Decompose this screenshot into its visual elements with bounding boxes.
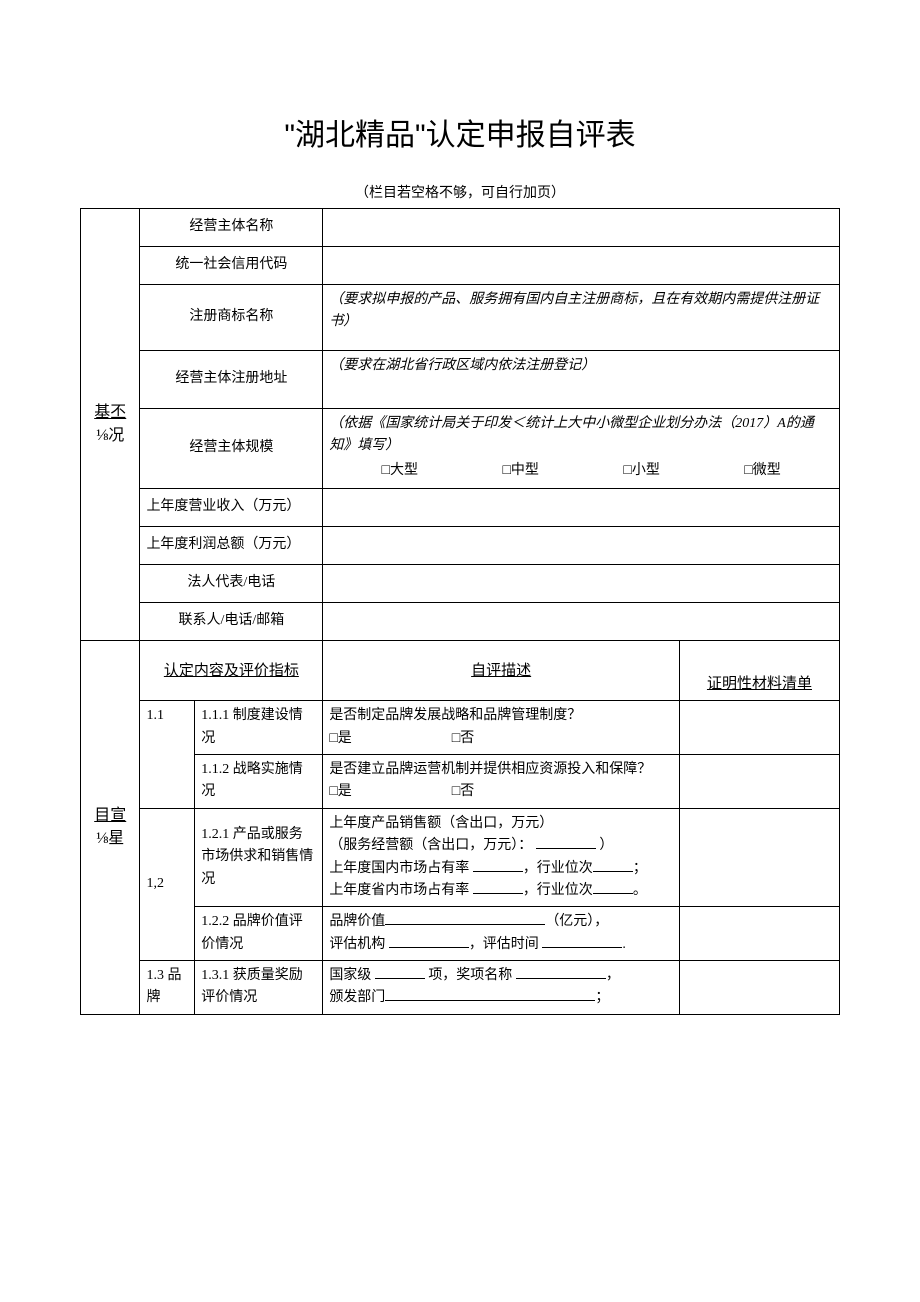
header-self-eval: 自评描述	[323, 641, 680, 701]
form-table: 基丕 ⅛况 经营主体名称 统一社会信用代码 注册商标名称 （要求拟申报的产品、服…	[80, 208, 840, 1015]
item-1-2-2: 1.2.2 品牌价值评价情况	[195, 907, 323, 961]
field-scale: （依据《国家统计局关于印发＜统计上大中小微型企业划分办法（2017）A的通知》填…	[323, 409, 840, 489]
label-address: 经营主体注册地址	[140, 351, 323, 409]
group-1-1: 1.1	[140, 701, 195, 809]
yes-1-1-1[interactable]: □是	[329, 728, 351, 750]
field-contact[interactable]	[323, 603, 840, 641]
evidence-1-1-1[interactable]	[679, 701, 839, 755]
hint-trademark: （要求拟申报的产品、服务拥有国内自主注册商标，且在有效期内需提供注册证书）	[323, 285, 840, 351]
label-contact: 联系人/电话/邮箱	[140, 603, 323, 641]
field-entity-name[interactable]	[323, 209, 840, 247]
field-revenue[interactable]	[323, 489, 840, 527]
evidence-1-3-1[interactable]	[679, 961, 839, 1015]
item-1-1-1: 1.1.1 制度建设情况	[195, 701, 323, 755]
label-credit-code: 统一社会信用代码	[140, 247, 323, 285]
group-1-3: 1.3 品牌	[140, 961, 195, 1015]
label-entity-name: 经营主体名称	[140, 209, 323, 247]
header-criteria: 认定内容及评价指标	[140, 641, 323, 701]
desc-1-3-1: 国家级 项，奖项名称 ， 颁发部门；	[323, 961, 680, 1015]
label-scale: 经营主体规模	[140, 409, 323, 489]
label-revenue: 上年度营业收入（万元）	[140, 489, 323, 527]
scale-opt-medium[interactable]: □中型	[502, 460, 538, 482]
hint-scale: （依据《国家统计局关于印发＜统计上大中小微型企业划分办法（2017）A的通知》填…	[329, 413, 833, 458]
item-1-1-2: 1.1.2 战略实施情况	[195, 754, 323, 808]
scale-opt-micro[interactable]: □微型	[744, 460, 780, 482]
field-credit-code[interactable]	[323, 247, 840, 285]
evidence-1-2-1[interactable]	[679, 808, 839, 907]
page-title: "湖北精品"认定申报自评表	[80, 110, 840, 154]
desc-1-1-1: 是否制定品牌发展战略和品牌管理制度？ □是 □否	[323, 701, 680, 755]
desc-1-1-2: 是否建立品牌运营机制并提供相应资源投入和保障？ □是 □否	[323, 754, 680, 808]
hint-address: （要求在湖北省行政区域内依法注册登记）	[323, 351, 840, 409]
evidence-1-2-2[interactable]	[679, 907, 839, 961]
desc-1-2-1: 上年度产品销售额（含出口，万元） （服务经营额（含出口，万元）： ） 上年度国内…	[323, 808, 680, 907]
section2-side-label: 目宣 ⅛星	[81, 641, 140, 1015]
header-evidence: 证明性材料清单	[679, 641, 839, 701]
label-profit: 上年度利润总额（万元）	[140, 527, 323, 565]
group-1-2: 1,2	[140, 808, 195, 960]
no-1-1-2[interactable]: □否	[452, 781, 474, 803]
label-legal-rep: 法人代表/电话	[140, 565, 323, 603]
label-trademark: 注册商标名称	[140, 285, 323, 351]
no-1-1-1[interactable]: □否	[452, 728, 474, 750]
section1-side-label: 基丕 ⅛况	[81, 209, 140, 641]
yes-1-1-2[interactable]: □是	[329, 781, 351, 803]
desc-1-2-2: 品牌价值（亿元）， 评估机构 ，评估时间 .	[323, 907, 680, 961]
item-1-2-1: 1.2.1 产品或服务市场供求和销售情况	[195, 808, 323, 907]
evidence-1-1-2[interactable]	[679, 754, 839, 808]
field-profit[interactable]	[323, 527, 840, 565]
page-subtitle: （栏目若空格不够，可自行加页）	[80, 182, 840, 202]
item-1-3-1: 1.3.1 获质量奖励评价情况	[195, 961, 323, 1015]
field-legal-rep[interactable]	[323, 565, 840, 603]
scale-opt-large[interactable]: □大型	[382, 460, 418, 482]
scale-opt-small[interactable]: □小型	[623, 460, 659, 482]
